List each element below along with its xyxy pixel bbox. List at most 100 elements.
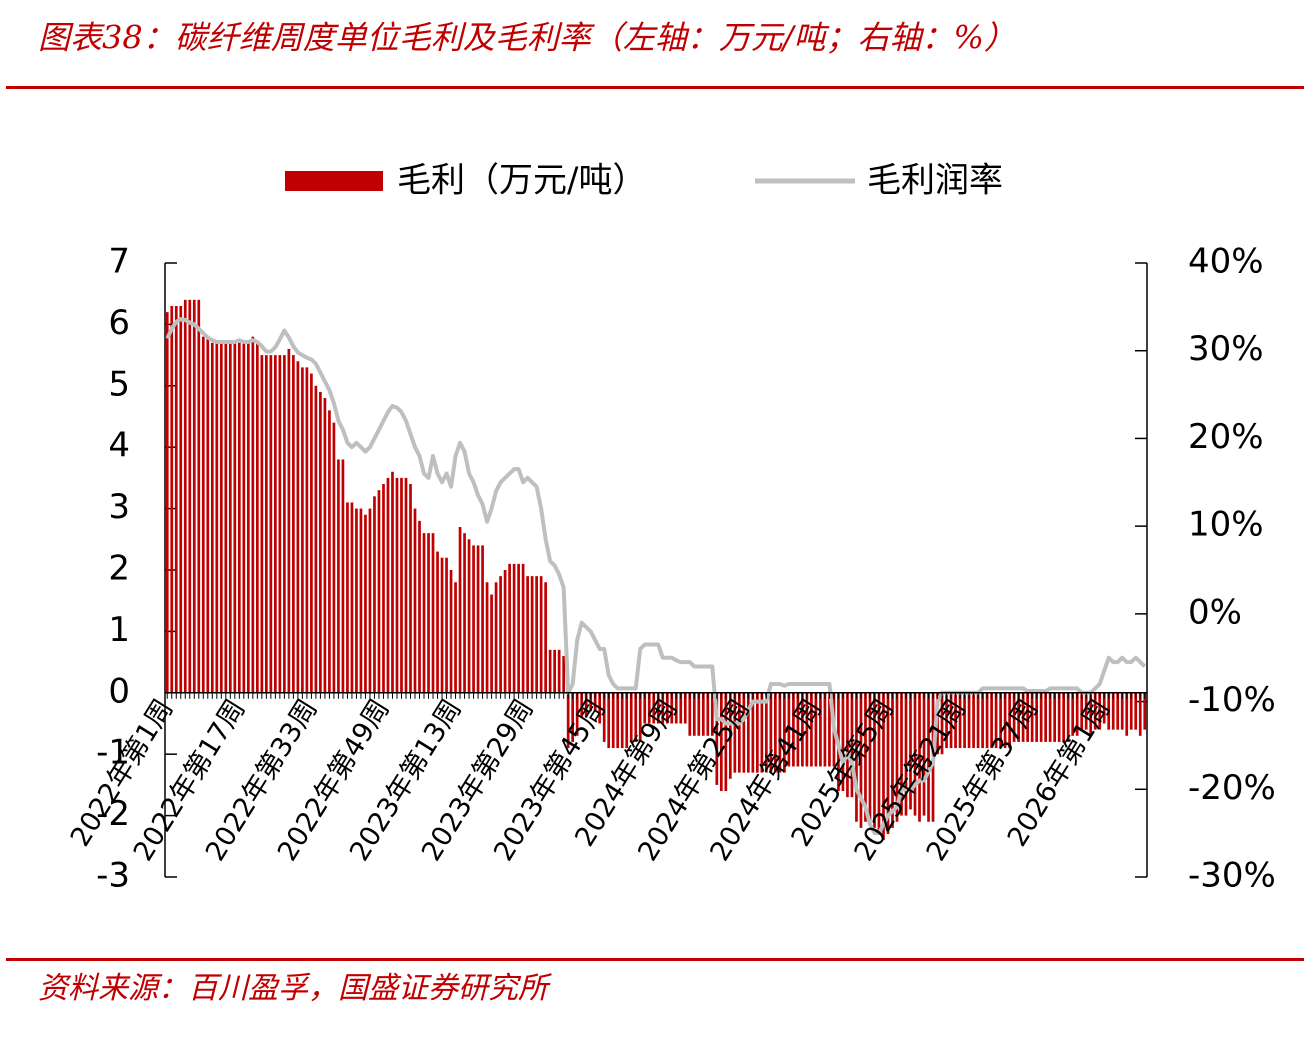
bar [548, 649, 552, 693]
line [165, 317, 1147, 836]
bar [332, 422, 336, 693]
bar [958, 692, 962, 749]
bar [1089, 692, 1093, 736]
bar [638, 692, 642, 742]
title-rule [6, 86, 1304, 89]
bar [616, 692, 620, 749]
bar [814, 692, 818, 767]
bar [1035, 692, 1038, 742]
bar [1044, 692, 1047, 742]
y2-tick-label: -20% [1188, 768, 1276, 808]
bar [260, 355, 264, 693]
bar [512, 563, 516, 693]
y2-tick-label: 40% [1188, 242, 1264, 282]
legend-label: 毛利（万元/吨） [397, 161, 646, 201]
bar [535, 576, 538, 693]
bar [292, 355, 295, 693]
bar [278, 355, 282, 693]
bar [868, 692, 872, 822]
bar [1017, 692, 1020, 742]
bar [521, 563, 525, 693]
bar [355, 508, 358, 693]
bar [710, 692, 714, 736]
bar [1075, 692, 1079, 736]
bar [436, 551, 439, 693]
bar [967, 692, 971, 749]
bar [810, 692, 813, 767]
bar [413, 508, 417, 693]
bar [431, 533, 435, 693]
bar [683, 692, 687, 724]
bar [742, 692, 746, 773]
bar [783, 692, 786, 773]
bar [165, 312, 169, 693]
bar [882, 692, 885, 841]
bar [517, 563, 520, 693]
bar [922, 692, 926, 816]
bar [805, 692, 809, 767]
y-tick-label: 0 [108, 671, 130, 711]
bar [1143, 692, 1147, 730]
bar [440, 557, 444, 693]
bar [1048, 692, 1052, 742]
bar [990, 692, 993, 749]
bar [602, 692, 606, 742]
bar [237, 342, 241, 693]
bar [1116, 692, 1120, 730]
bar [445, 557, 448, 693]
bar [255, 342, 259, 693]
bar [1008, 692, 1011, 749]
bar [1080, 692, 1084, 730]
bar [400, 477, 403, 693]
bar [170, 305, 174, 693]
bar [346, 502, 349, 693]
bar [454, 582, 457, 693]
source-rule [6, 958, 1304, 961]
y-tick-label: -1 [96, 733, 130, 773]
bar [373, 496, 376, 693]
bar [873, 692, 876, 828]
bar [1129, 692, 1133, 730]
bar [1062, 692, 1066, 742]
y2-tick-label: -30% [1188, 856, 1276, 896]
bar [796, 692, 800, 767]
bar [823, 692, 827, 767]
bar [688, 692, 692, 736]
bar [940, 692, 944, 755]
bar [265, 355, 268, 693]
bar [350, 502, 354, 693]
bar [891, 692, 894, 828]
y2-tick-label: 20% [1188, 417, 1264, 457]
bar [557, 649, 561, 693]
bar [670, 692, 674, 724]
bar [228, 342, 232, 693]
bar [269, 355, 273, 693]
bar [458, 527, 462, 693]
bar [778, 692, 782, 773]
bar [625, 692, 629, 749]
bar [323, 398, 327, 693]
bar [697, 692, 701, 736]
bar [395, 477, 399, 693]
bar [1093, 692, 1097, 730]
bar [467, 539, 471, 693]
bar [846, 692, 849, 798]
y-tick-label: -2 [96, 794, 130, 834]
bar [1053, 692, 1057, 742]
bar [981, 692, 984, 749]
bar [566, 692, 570, 749]
bar [643, 692, 647, 724]
bar [900, 692, 903, 816]
bar [652, 692, 656, 724]
bar [183, 299, 187, 693]
bar [913, 692, 917, 816]
bar [409, 484, 412, 693]
y2-tick-label: 10% [1188, 505, 1264, 545]
bar [1102, 692, 1106, 724]
bar [719, 692, 723, 792]
bar [242, 342, 246, 693]
bar [386, 477, 390, 693]
bar [485, 582, 489, 693]
y-tick-label: 6 [108, 303, 130, 343]
